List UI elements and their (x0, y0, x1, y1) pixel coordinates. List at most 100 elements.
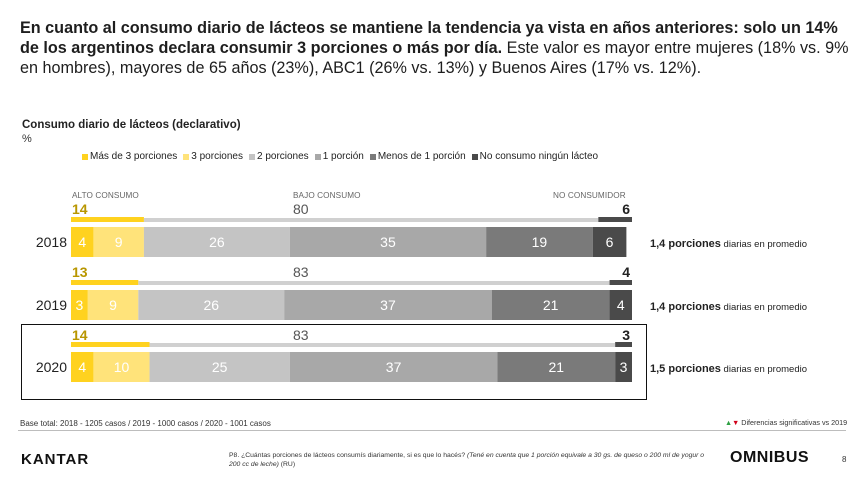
group-total-no: 3 (622, 327, 630, 343)
bar-value-label: 19 (532, 234, 548, 250)
group-label-no: NO CONSUMIDOR (553, 191, 626, 200)
triangle-up-icon: ▲ (725, 418, 733, 427)
group-bar-no (615, 342, 632, 347)
bar-value-label: 37 (386, 359, 402, 375)
group-total-bajo: 83 (293, 327, 309, 343)
footer-divider (18, 430, 846, 431)
bar-value-label: 21 (548, 359, 564, 375)
legend-label: Menos de 1 porción (377, 151, 466, 162)
legend-item: 1 porción (314, 151, 364, 162)
significance-text: Diferencias significativas vs 2019 (741, 418, 848, 427)
bar-value-label: 6 (606, 234, 614, 250)
bar-segment (284, 290, 492, 320)
bar-value-label: 25 (212, 359, 228, 375)
bar-value-label: 3 (620, 359, 628, 375)
average-label: 1,5 porciones diarias en promedio (650, 363, 807, 375)
average-suffix: diarias en promedio (721, 364, 807, 375)
bar-segment (71, 290, 88, 320)
group-bar-alto (71, 342, 150, 347)
bar-segment (289, 352, 498, 382)
group-label-bajo: BAJO CONSUMO (293, 191, 361, 200)
headline: En cuanto al consumo diario de lácteos s… (20, 18, 850, 78)
group-bar-no (598, 217, 632, 222)
group-total-no: 6 (622, 201, 630, 217)
bar-value-label: 10 (114, 359, 130, 375)
bar-segment (609, 290, 632, 320)
question-note: P8. ¿Cuántas porciones de lácteos consum… (229, 452, 709, 469)
legend-item: 2 porciones (248, 151, 309, 162)
group-bar-alto (71, 217, 144, 222)
kantar-logo: KANTAR (21, 451, 90, 468)
bar-value-label: 3 (76, 297, 84, 313)
legend-swatch (248, 153, 255, 160)
page-number: 8 (842, 455, 847, 464)
bar-segment (289, 227, 487, 257)
year-label: 2020 (36, 359, 67, 375)
bar-value-label: 4 (617, 297, 625, 313)
question-prefix: P8. ¿Cuántas porciones de lácteos consum… (229, 452, 468, 459)
legend-swatch (183, 153, 190, 160)
legend-label: 3 porciones (191, 151, 243, 162)
group-total-alto: 13 (72, 264, 88, 280)
legend-item: Más de 3 porciones (82, 151, 177, 162)
legend-swatch (369, 153, 376, 160)
bar-value-label: 26 (203, 297, 219, 313)
year-label: 2019 (36, 297, 67, 313)
legend-label: 1 porción (322, 151, 364, 162)
legend-label: No consumo ningún lácteo (479, 151, 599, 162)
bar-value-label: 9 (115, 234, 123, 250)
group-label-alto: ALTO CONSUMO (72, 191, 139, 200)
bar-value-label: 37 (380, 297, 396, 313)
group-total-alto: 14 (72, 327, 88, 343)
question-italic: (Tené en cuenta que 1 porción equivale a… (229, 452, 705, 468)
highlight-box-2020 (21, 324, 647, 400)
bar-segment (486, 227, 593, 257)
bar-value-label: 4 (78, 359, 86, 375)
bar-segment (71, 352, 94, 382)
group-bar-bajo (143, 218, 599, 222)
bar-value-label: 4 (78, 234, 86, 250)
group-bar-alto (71, 280, 139, 285)
bar-segment (615, 352, 632, 382)
bar-value-label: 35 (380, 234, 396, 250)
legend-swatch (471, 153, 478, 160)
group-total-bajo: 80 (293, 201, 309, 217)
legend-label: Más de 3 porciones (90, 151, 178, 162)
year-label: 2018 (36, 234, 67, 250)
bar-value-label: 26 (209, 234, 225, 250)
bar-value-label: 21 (543, 297, 559, 313)
bar-segment (592, 227, 627, 257)
average-value: 1,4 porciones (650, 301, 721, 313)
group-total-alto: 14 (72, 201, 88, 217)
headline-bold: En cuanto al consumo diario de lácteos s… (20, 19, 838, 57)
bar-segment (87, 290, 139, 320)
bar-segment (93, 352, 150, 382)
bar-value-label: 9 (109, 297, 117, 313)
bar-segment (71, 227, 94, 257)
bar-segment (138, 290, 285, 320)
bar-segment (143, 227, 290, 257)
average-label: 1,4 porciones diarias en promedio (650, 238, 807, 250)
group-bar-bajo (138, 281, 610, 285)
bar-segment (93, 227, 144, 257)
group-total-bajo: 83 (293, 264, 309, 280)
average-suffix: diarias en promedio (721, 302, 807, 313)
legend-item: Menos de 1 porción (369, 151, 466, 162)
legend-swatch (82, 153, 88, 160)
group-total-no: 4 (622, 264, 630, 280)
legend-item: 3 porciones (183, 151, 243, 162)
average-value: 1,5 porciones (650, 363, 721, 375)
average-value: 1,4 porciones (650, 238, 721, 250)
average-label: 1,4 porciones diarias en promedio (650, 301, 807, 313)
group-bar-no (609, 280, 632, 285)
base-note: Base total: 2018 - 1205 casos / 2019 - 1… (20, 419, 271, 428)
legend-item: No consumo ningún lácteo (471, 151, 599, 162)
significance-note: ▲▼ Diferencias significativas vs 2019 (725, 418, 847, 427)
unit-label: % (22, 133, 32, 145)
question-suffix: (RU) (278, 460, 296, 468)
stacked-bar-chart: 14 80 6 2018 4 9 26 35 19 6 1,4 porciones diarias … (36, 201, 807, 382)
legend: Más de 3 porciones 3 porciones 2 porciones… (82, 151, 598, 162)
bar-segment (149, 352, 290, 382)
headline-normal: Este valor es mayor entre mujeres (18% v… (20, 39, 849, 77)
group-bar-bajo (149, 343, 616, 347)
